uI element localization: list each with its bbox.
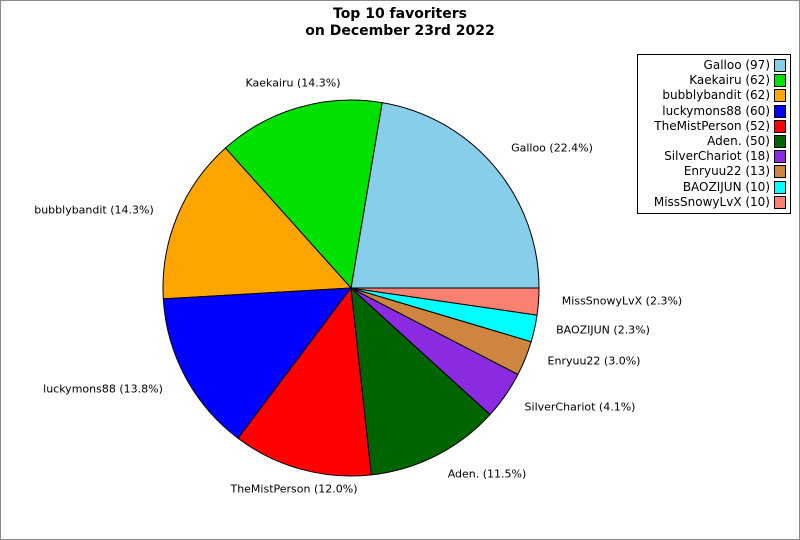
chart-title: Top 10 favoriters on December 23rd 2022 [1, 6, 799, 40]
pie-slice-aden- [350, 287, 491, 476]
legend-item: SilverChariot (18) [642, 149, 786, 164]
legend-item-label: Kaekairu (62) [689, 73, 770, 88]
legend-swatch [774, 74, 786, 88]
legend-swatch [774, 135, 786, 149]
legend-item-label: Enryuu22 (13) [683, 164, 770, 179]
legend-item-label: SilverChariot (18) [664, 149, 770, 164]
legend-item: Galloo (97) [642, 58, 786, 73]
legend-swatch [774, 89, 786, 103]
legend-item: bubblybandit (62) [642, 88, 786, 103]
legend: Galloo (97) Kaekairu (62) bubblybandit (62… [637, 54, 791, 214]
legend-item: MissSnowyLvX (10) [642, 194, 786, 209]
legend-item: Kaekairu (62) [642, 73, 786, 88]
pie-slice-bubblybandit [162, 147, 352, 300]
legend-item-label: luckymons88 (60) [662, 103, 770, 118]
legend-swatch [774, 165, 786, 179]
pie-slice-galloo [350, 102, 540, 289]
legend-item-label: Galloo (97) [703, 58, 770, 73]
chart-title-line1: Top 10 favoriters [333, 6, 467, 22]
legend-item-label: Aden. (50) [707, 134, 770, 149]
pie-slice-kaekairu [224, 99, 383, 289]
legend-item-label: bubblybandit (62) [662, 88, 770, 103]
legend-item: TheMistPerson (52) [642, 118, 786, 133]
legend-swatch [774, 59, 786, 73]
legend-swatch [774, 180, 786, 194]
legend-item-label: BAOZIJUN (10) [682, 179, 770, 194]
legend-item-label: MissSnowyLvX (10) [653, 194, 770, 209]
legend-item: luckymons88 (60) [642, 103, 786, 118]
legend-item: BAOZIJUN (10) [642, 179, 786, 194]
legend-swatch [774, 104, 786, 118]
legend-swatch [774, 195, 786, 209]
legend-swatch [774, 150, 786, 164]
legend-item: Enryuu22 (13) [642, 164, 786, 179]
legend-swatch [774, 119, 786, 133]
chart-title-line2: on December 23rd 2022 [305, 23, 495, 39]
pie-slice-luckymons88 [162, 287, 352, 439]
pie-slice-misssnowylvx [350, 287, 540, 316]
pie-slice-themistperson [237, 287, 372, 477]
legend-item: Aden. (50) [642, 134, 786, 149]
legend-item-label: TheMistPerson (52) [654, 118, 770, 133]
